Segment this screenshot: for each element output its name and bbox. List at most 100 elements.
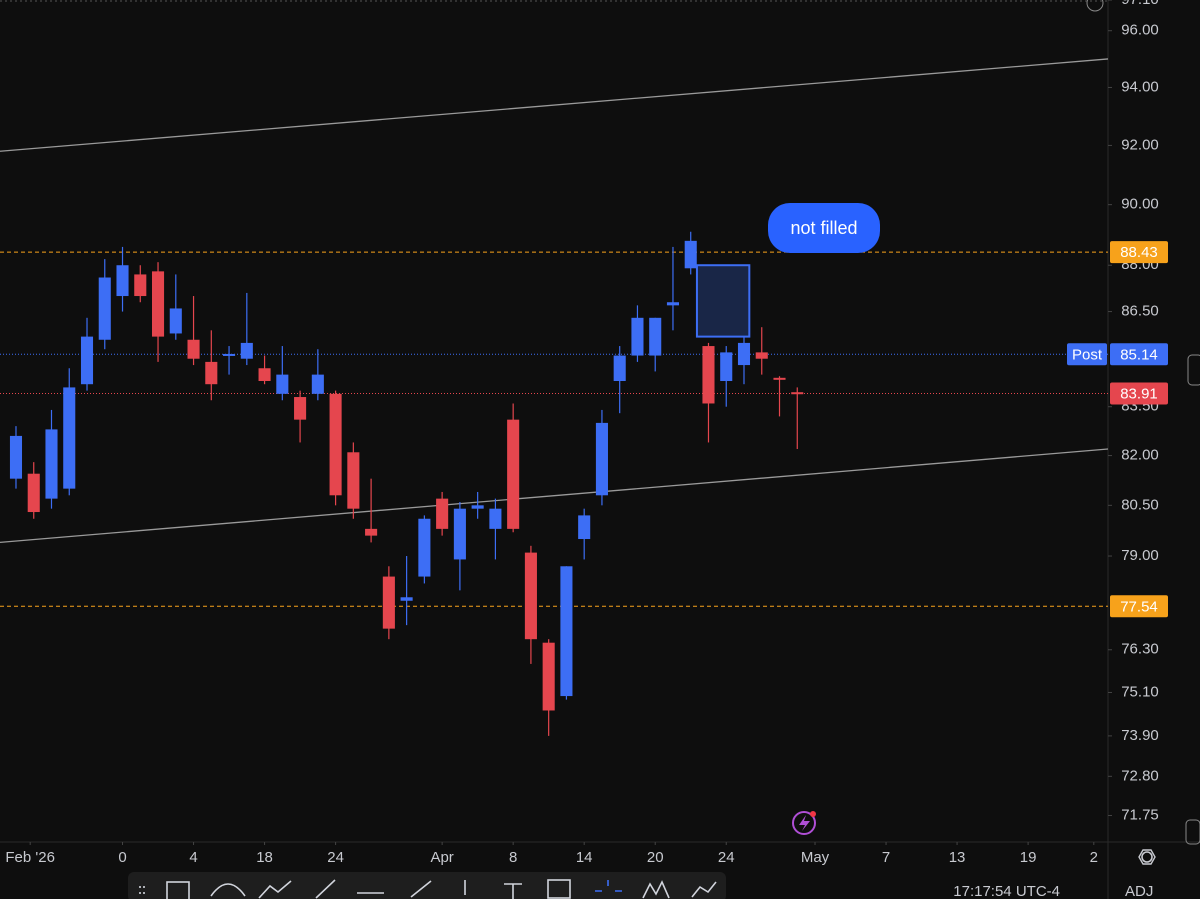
candle-body xyxy=(116,265,129,297)
gear-outline xyxy=(1138,849,1156,865)
x-tick-label: 19 xyxy=(1020,849,1037,866)
alert-dot xyxy=(810,811,816,817)
x-tick-label: 7 xyxy=(882,849,890,866)
tool-rectangle[interactable] xyxy=(166,881,190,899)
candle-body xyxy=(684,240,697,269)
candle-body xyxy=(613,355,626,382)
x-tick-label: 13 xyxy=(949,849,966,866)
x-tick-label: 2 xyxy=(1090,849,1098,866)
candle-body xyxy=(365,528,378,536)
drawing-toolbar xyxy=(128,872,726,899)
tool-projection[interactable] xyxy=(691,881,717,898)
candle-body xyxy=(9,435,23,479)
x-tick-label: May xyxy=(801,849,830,866)
adjust-toggle[interactable]: ADJ xyxy=(1125,883,1153,899)
candle-body xyxy=(791,392,804,395)
tool-pattern[interactable] xyxy=(642,880,670,899)
zoom-button[interactable] xyxy=(1086,0,1104,12)
x-tick-label: 20 xyxy=(647,849,664,866)
annotation: not filled xyxy=(768,203,880,253)
candle-body xyxy=(134,274,147,297)
price-tag xyxy=(1110,343,1168,366)
price-tag-name-bg xyxy=(1067,343,1107,366)
side-handle[interactable] xyxy=(1187,354,1200,386)
candle-body xyxy=(98,277,111,340)
clock: 17:17:54 UTC-4 xyxy=(953,883,1060,899)
candle-body xyxy=(649,317,662,356)
x-tick-label: 14 xyxy=(576,849,593,866)
annotation-text: not filled xyxy=(790,218,857,238)
candle-body xyxy=(311,374,324,394)
gear xyxy=(1141,851,1153,863)
tool-note[interactable] xyxy=(547,879,571,899)
y-tick-label: 80.50 xyxy=(1121,496,1159,513)
candle-body xyxy=(187,339,200,359)
candle-body xyxy=(63,387,76,489)
y-tick-label: 86.50 xyxy=(1121,303,1159,320)
price-tag-label: 77.54 xyxy=(1120,598,1158,615)
candle-body xyxy=(240,342,253,359)
x-tick-label: 8 xyxy=(509,849,517,866)
tool-path[interactable] xyxy=(258,880,292,899)
candle-body xyxy=(489,508,502,529)
candle-body xyxy=(560,566,573,697)
x-tick-label: 24 xyxy=(327,849,344,866)
tool-line[interactable] xyxy=(315,879,336,899)
candle-body xyxy=(382,576,395,629)
candle-body xyxy=(329,393,342,496)
tool-cross[interactable] xyxy=(595,880,622,892)
candle-body xyxy=(595,422,608,496)
candle-body xyxy=(169,308,182,334)
candle-body xyxy=(276,374,289,394)
side-handle[interactable] xyxy=(1185,819,1200,845)
candle-body xyxy=(666,302,680,306)
candle-body xyxy=(524,552,537,640)
alert-icon[interactable] xyxy=(792,811,816,835)
candle-body xyxy=(436,498,449,529)
candle-body xyxy=(347,452,360,509)
candle-body xyxy=(205,361,218,385)
candle-body xyxy=(755,352,768,359)
y-tick-label: 97.10 xyxy=(1121,0,1159,8)
x-tick-label: Apr xyxy=(430,849,453,866)
candle-body xyxy=(80,336,94,385)
candle-body xyxy=(400,597,413,601)
toolbar-bg xyxy=(128,872,726,899)
settings-icon[interactable] xyxy=(1138,849,1156,865)
alert-bolt xyxy=(799,815,810,831)
x-tick-label: Feb '26 xyxy=(5,849,55,866)
price-tag xyxy=(1110,595,1168,618)
y-tick-label: 71.75 xyxy=(1121,806,1159,823)
y-tick-label: 72.80 xyxy=(1121,767,1159,784)
tool-text[interactable] xyxy=(504,883,522,899)
candle-body xyxy=(507,419,520,529)
trend-line xyxy=(0,448,1109,544)
candle-body xyxy=(27,473,40,513)
candle-body xyxy=(737,342,751,366)
candle-body xyxy=(294,397,307,420)
candle-body xyxy=(151,271,165,337)
toolbar-grip xyxy=(139,886,145,894)
plot-area xyxy=(0,58,1109,736)
y-tick-label: 92.00 xyxy=(1121,136,1159,153)
x-tick-label: 24 xyxy=(718,849,735,866)
candle-body xyxy=(720,352,733,382)
candle-body xyxy=(578,515,591,540)
y-tick-label: 79.00 xyxy=(1121,547,1159,564)
tool-arc[interactable] xyxy=(210,883,246,897)
candle-body xyxy=(773,377,786,380)
tool-ray[interactable] xyxy=(410,880,432,898)
candle-body xyxy=(542,642,555,711)
y-tick-label: 96.00 xyxy=(1121,22,1159,39)
price-tag-label: 83.91 xyxy=(1120,385,1158,402)
x-tick-label: 18 xyxy=(256,849,273,866)
annotation-bubble xyxy=(768,203,880,253)
candle-body xyxy=(702,346,715,404)
trend-line xyxy=(0,58,1109,152)
y-tick-label: 73.90 xyxy=(1121,727,1159,744)
candle-body xyxy=(453,508,466,560)
y-tick-label: 75.10 xyxy=(1121,683,1159,700)
candle-body xyxy=(45,429,58,499)
y-tick-label: 82.00 xyxy=(1121,447,1159,464)
